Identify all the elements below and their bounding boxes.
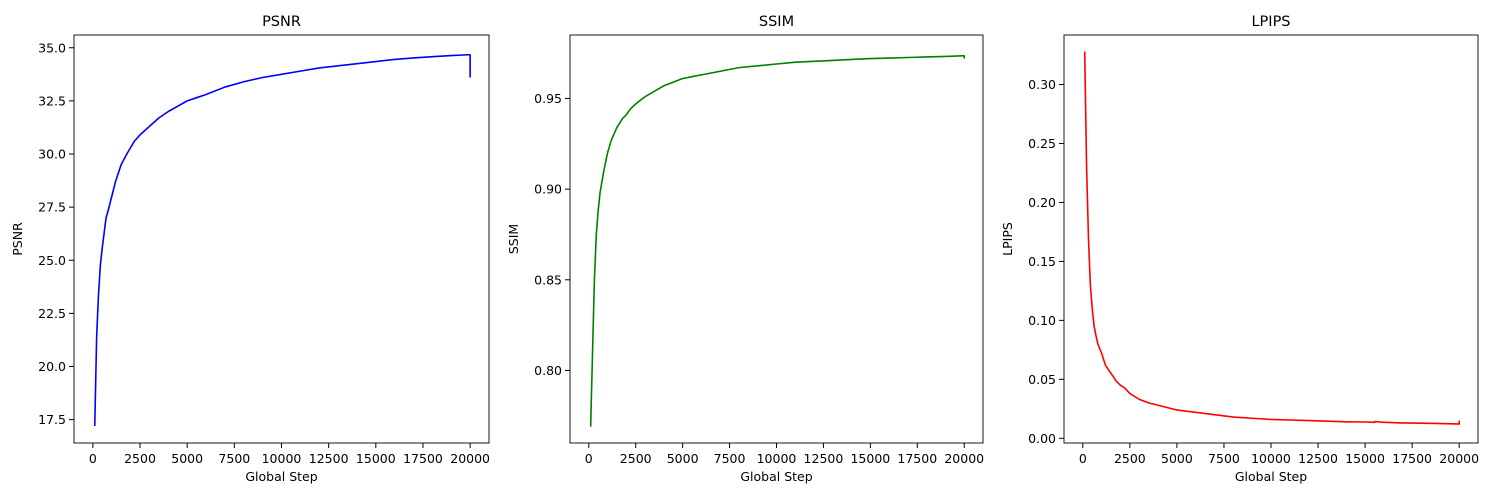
y-tick-label: 27.5 (38, 200, 66, 215)
chart-panel-lpips: LPIPS 0 2500 5000 7500 10000 12500 15000 17500 20… (1000, 14, 1479, 484)
x-tick-label: 17500 (1392, 451, 1432, 466)
y-axis-label: LPIPS (1000, 222, 1015, 256)
y-tick-label: 0.05 (1028, 372, 1056, 387)
y-axis-label: PSNR (10, 222, 25, 256)
x-tick-label: 5000 (667, 451, 699, 466)
plot-frame (73, 34, 490, 444)
x-axis-label: Global Step (1235, 469, 1307, 484)
x-tick-label: 5000 (171, 451, 203, 466)
x-axis-label: Global Step (245, 469, 317, 484)
y-tick-label: 0.00 (1028, 431, 1056, 446)
x-tick-label: 10000 (1251, 451, 1291, 466)
x-tick-label: 5000 (1161, 451, 1193, 466)
x-tick-label: 12500 (1298, 451, 1338, 466)
x-axis-label: Global Step (740, 469, 812, 484)
x-tick-label: 17500 (403, 451, 443, 466)
chart-panel-ssim: SSIM 0 2500 5000 7500 10000 12500 15000 17500 200… (506, 14, 984, 484)
x-tick-label: 12500 (309, 451, 349, 466)
x-tick-label: 15000 (850, 451, 890, 466)
x-tick-label: 20000 (944, 451, 984, 466)
y-tick-label: 0.90 (534, 182, 562, 197)
plot-frame (569, 34, 984, 444)
x-tick-label: 20000 (1439, 451, 1479, 466)
y-tick-label: 0.20 (1028, 195, 1056, 210)
y-tick-label: 30.0 (38, 147, 66, 162)
x-tick-label: 17500 (897, 451, 937, 466)
plot-frame (1063, 34, 1479, 444)
y-axis-label: SSIM (506, 224, 521, 254)
chart-title: SSIM (759, 14, 794, 30)
x-tick-label: 7500 (218, 451, 250, 466)
x-tick-label: 15000 (1345, 451, 1385, 466)
y-tick-label: 0.80 (534, 363, 562, 378)
y-tick-label: 0.15 (1028, 254, 1056, 269)
x-tick-label: 20000 (450, 451, 490, 466)
x-tick-label: 2500 (124, 451, 156, 466)
series-line-ssim (589, 55, 966, 427)
y-tick-label: 25.0 (38, 253, 66, 268)
x-tick-label: 10000 (262, 451, 302, 466)
y-tick-label: 0.10 (1028, 313, 1056, 328)
y-tick-label: 0.95 (534, 91, 562, 106)
x-tick-label: 7500 (1208, 451, 1240, 466)
y-tick-label: 35.0 (38, 40, 66, 55)
y-tick-label: 32.5 (38, 93, 66, 108)
x-tick-label: 0 (585, 451, 593, 466)
y-tick-label: 0.30 (1028, 77, 1056, 92)
series-line-lpips (1083, 51, 1460, 425)
series-line-psnr (93, 53, 471, 427)
y-tick-label: 0.85 (534, 272, 562, 287)
chart-title: LPIPS (1251, 14, 1290, 30)
x-tick-label: 7500 (714, 451, 746, 466)
x-tick-label: 0 (1079, 451, 1087, 466)
chart-panel-psnr: PSNR 0 2500 5000 7500 10000 12500 15000 17500 200… (10, 14, 490, 484)
x-tick-label: 0 (89, 451, 97, 466)
y-tick-label: 20.0 (38, 359, 66, 374)
x-tick-label: 15000 (356, 451, 396, 466)
x-tick-label: 2500 (1114, 451, 1146, 466)
x-tick-label: 12500 (804, 451, 844, 466)
x-tick-label: 2500 (620, 451, 652, 466)
x-tick-label: 10000 (757, 451, 797, 466)
y-tick-label: 22.5 (38, 306, 66, 321)
chart-title: PSNR (262, 14, 301, 30)
y-tick-label: 17.5 (38, 412, 66, 427)
y-tick-label: 0.25 (1028, 136, 1056, 151)
